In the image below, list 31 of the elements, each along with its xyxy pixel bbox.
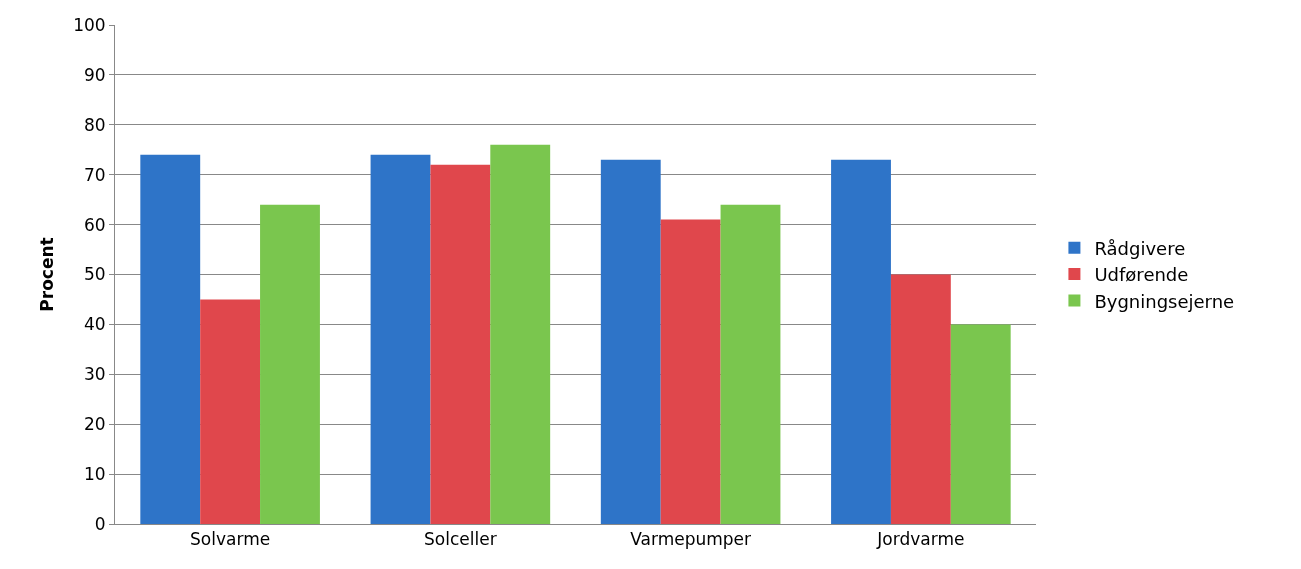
y-tick-label: 100 bbox=[73, 14, 106, 35]
x-tick-label: Solvarme bbox=[190, 529, 271, 550]
legend-label: Rådgivere bbox=[1094, 237, 1186, 259]
y-axis-title: Procent bbox=[36, 237, 57, 312]
bar bbox=[490, 144, 551, 524]
bar bbox=[200, 299, 261, 524]
bar bbox=[370, 154, 431, 524]
x-tick-label: Varmepumper bbox=[630, 529, 752, 550]
bar bbox=[720, 204, 781, 524]
bar bbox=[140, 154, 201, 524]
y-tick-label: 80 bbox=[83, 114, 106, 135]
x-tick-label: Jordvarme bbox=[876, 529, 965, 550]
y-tick-label: 30 bbox=[83, 364, 106, 385]
bar bbox=[660, 219, 721, 524]
bar bbox=[890, 274, 951, 524]
legend-label: Udførende bbox=[1094, 264, 1189, 286]
bar bbox=[260, 204, 320, 524]
y-tick-label: 90 bbox=[83, 64, 106, 85]
y-tick-label: 40 bbox=[83, 314, 106, 335]
bar bbox=[831, 159, 891, 524]
x-tick-label: Solceller bbox=[424, 529, 497, 550]
bar bbox=[600, 159, 661, 524]
legend-label: Bygningsejerne bbox=[1094, 290, 1235, 312]
y-tick-label: 20 bbox=[83, 414, 106, 435]
y-tick-label: 60 bbox=[83, 214, 106, 235]
y-tick-label: 0 bbox=[94, 513, 106, 534]
y-tick-label: 70 bbox=[83, 164, 106, 185]
y-tick-label: 10 bbox=[83, 464, 106, 485]
bar bbox=[430, 164, 491, 524]
bar bbox=[950, 324, 1011, 524]
y-tick-label: 50 bbox=[83, 264, 106, 285]
